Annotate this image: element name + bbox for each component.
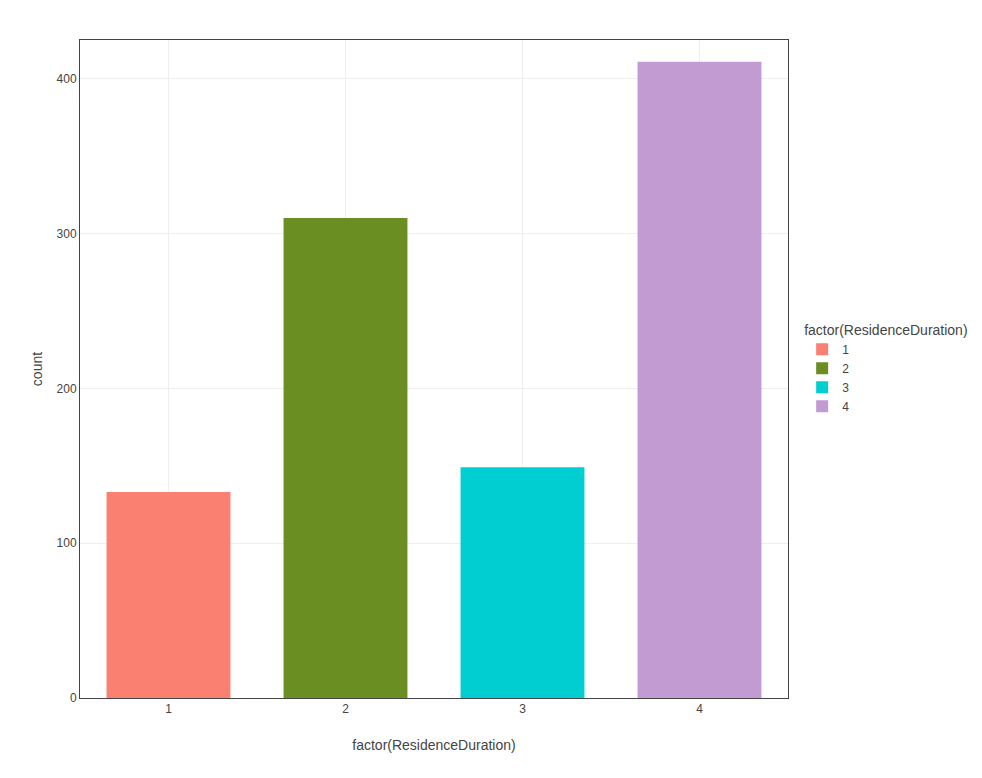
svg-text:300: 300: [57, 227, 77, 241]
svg-text:3: 3: [519, 702, 526, 716]
svg-text:factor(ResidenceDuration): factor(ResidenceDuration): [352, 737, 515, 753]
svg-text:2: 2: [342, 702, 349, 716]
svg-text:200: 200: [57, 382, 77, 396]
svg-text:factor(ResidenceDuration): factor(ResidenceDuration): [804, 322, 967, 338]
svg-text:4: 4: [696, 702, 703, 716]
svg-text:400: 400: [57, 72, 77, 86]
svg-text:1: 1: [165, 702, 172, 716]
svg-text:4: 4: [842, 400, 849, 414]
svg-text:1: 1: [842, 343, 849, 357]
svg-text:0: 0: [70, 691, 77, 705]
svg-text:2: 2: [842, 362, 849, 376]
svg-text:3: 3: [842, 381, 849, 395]
svg-text:100: 100: [57, 536, 77, 550]
svg-text:count: count: [29, 352, 45, 386]
